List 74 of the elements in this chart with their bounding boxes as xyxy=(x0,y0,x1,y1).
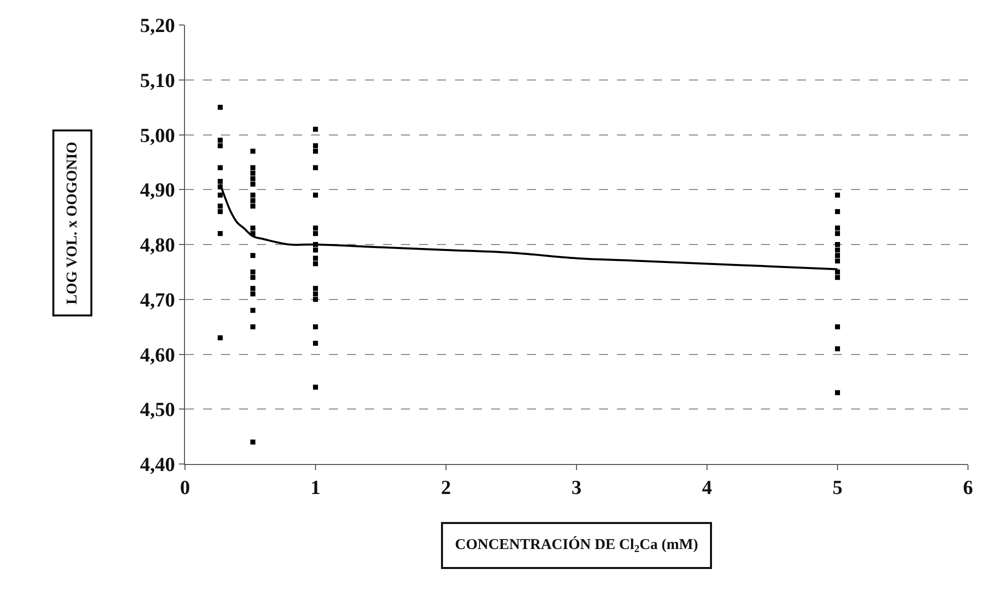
point xyxy=(313,296,318,302)
point xyxy=(250,192,256,198)
x-tick-label: 5 xyxy=(832,477,842,499)
point xyxy=(218,335,223,340)
point xyxy=(250,198,256,204)
point xyxy=(835,258,840,264)
point xyxy=(835,346,840,352)
point xyxy=(835,390,840,396)
point xyxy=(250,291,256,296)
point xyxy=(218,204,223,209)
point xyxy=(835,269,840,274)
point xyxy=(313,324,318,330)
point xyxy=(313,231,318,236)
point xyxy=(835,324,840,330)
point xyxy=(835,192,840,198)
point xyxy=(835,242,840,247)
point xyxy=(250,286,256,291)
x-tick-label: 0 xyxy=(180,477,190,499)
x-tick-label: 1 xyxy=(310,477,320,499)
y-tick-label: 5,00 xyxy=(140,124,175,147)
point xyxy=(313,261,318,266)
y-tick-label: 5,10 xyxy=(140,70,175,92)
x-tick-label: 2 xyxy=(441,477,451,499)
point xyxy=(218,178,223,184)
point xyxy=(250,148,256,154)
x-tick-label: 4 xyxy=(702,477,712,499)
point xyxy=(250,308,256,313)
point xyxy=(835,274,840,280)
x-tick-label: 6 xyxy=(963,477,973,499)
point xyxy=(835,247,840,252)
x-axis-title: CONCENTRACIÓN DE Cl$_{2}$Ca (mM) xyxy=(455,536,698,556)
point xyxy=(218,192,223,198)
point xyxy=(313,192,318,198)
x-tick-label: 3 xyxy=(572,477,582,499)
point xyxy=(313,165,318,170)
point xyxy=(218,143,223,148)
point xyxy=(250,440,256,445)
point xyxy=(313,126,318,132)
y-tick-label: 4,60 xyxy=(140,344,175,366)
y-tick-label: 5,20 xyxy=(140,15,175,37)
y-axis-title: LOG VOL. x OOGONIO xyxy=(64,142,80,304)
point xyxy=(313,286,318,291)
point xyxy=(250,252,256,258)
point xyxy=(218,138,223,143)
point xyxy=(313,143,318,148)
point xyxy=(835,252,840,258)
y-tick-label: 4,90 xyxy=(140,180,175,202)
point xyxy=(313,226,318,231)
y-tick-label: 4,80 xyxy=(140,234,175,256)
y-tick-label: 4,50 xyxy=(140,399,175,422)
point xyxy=(250,269,256,274)
point xyxy=(313,148,318,154)
point xyxy=(250,226,256,231)
point xyxy=(835,231,840,236)
point xyxy=(835,209,840,214)
point xyxy=(313,384,318,390)
point xyxy=(313,256,318,261)
y-tick-label: 4,70 xyxy=(140,289,175,312)
point xyxy=(835,226,840,231)
point xyxy=(250,204,256,209)
point xyxy=(250,170,256,176)
point xyxy=(313,291,318,296)
point xyxy=(313,247,318,252)
point xyxy=(218,209,223,214)
point xyxy=(250,176,256,182)
y-tick-label: 4,40 xyxy=(140,454,175,476)
point xyxy=(250,165,256,170)
point xyxy=(250,182,256,187)
point xyxy=(250,324,256,330)
point xyxy=(218,104,223,110)
point xyxy=(313,340,318,346)
point xyxy=(218,231,223,236)
point xyxy=(250,274,256,280)
point xyxy=(218,165,223,170)
